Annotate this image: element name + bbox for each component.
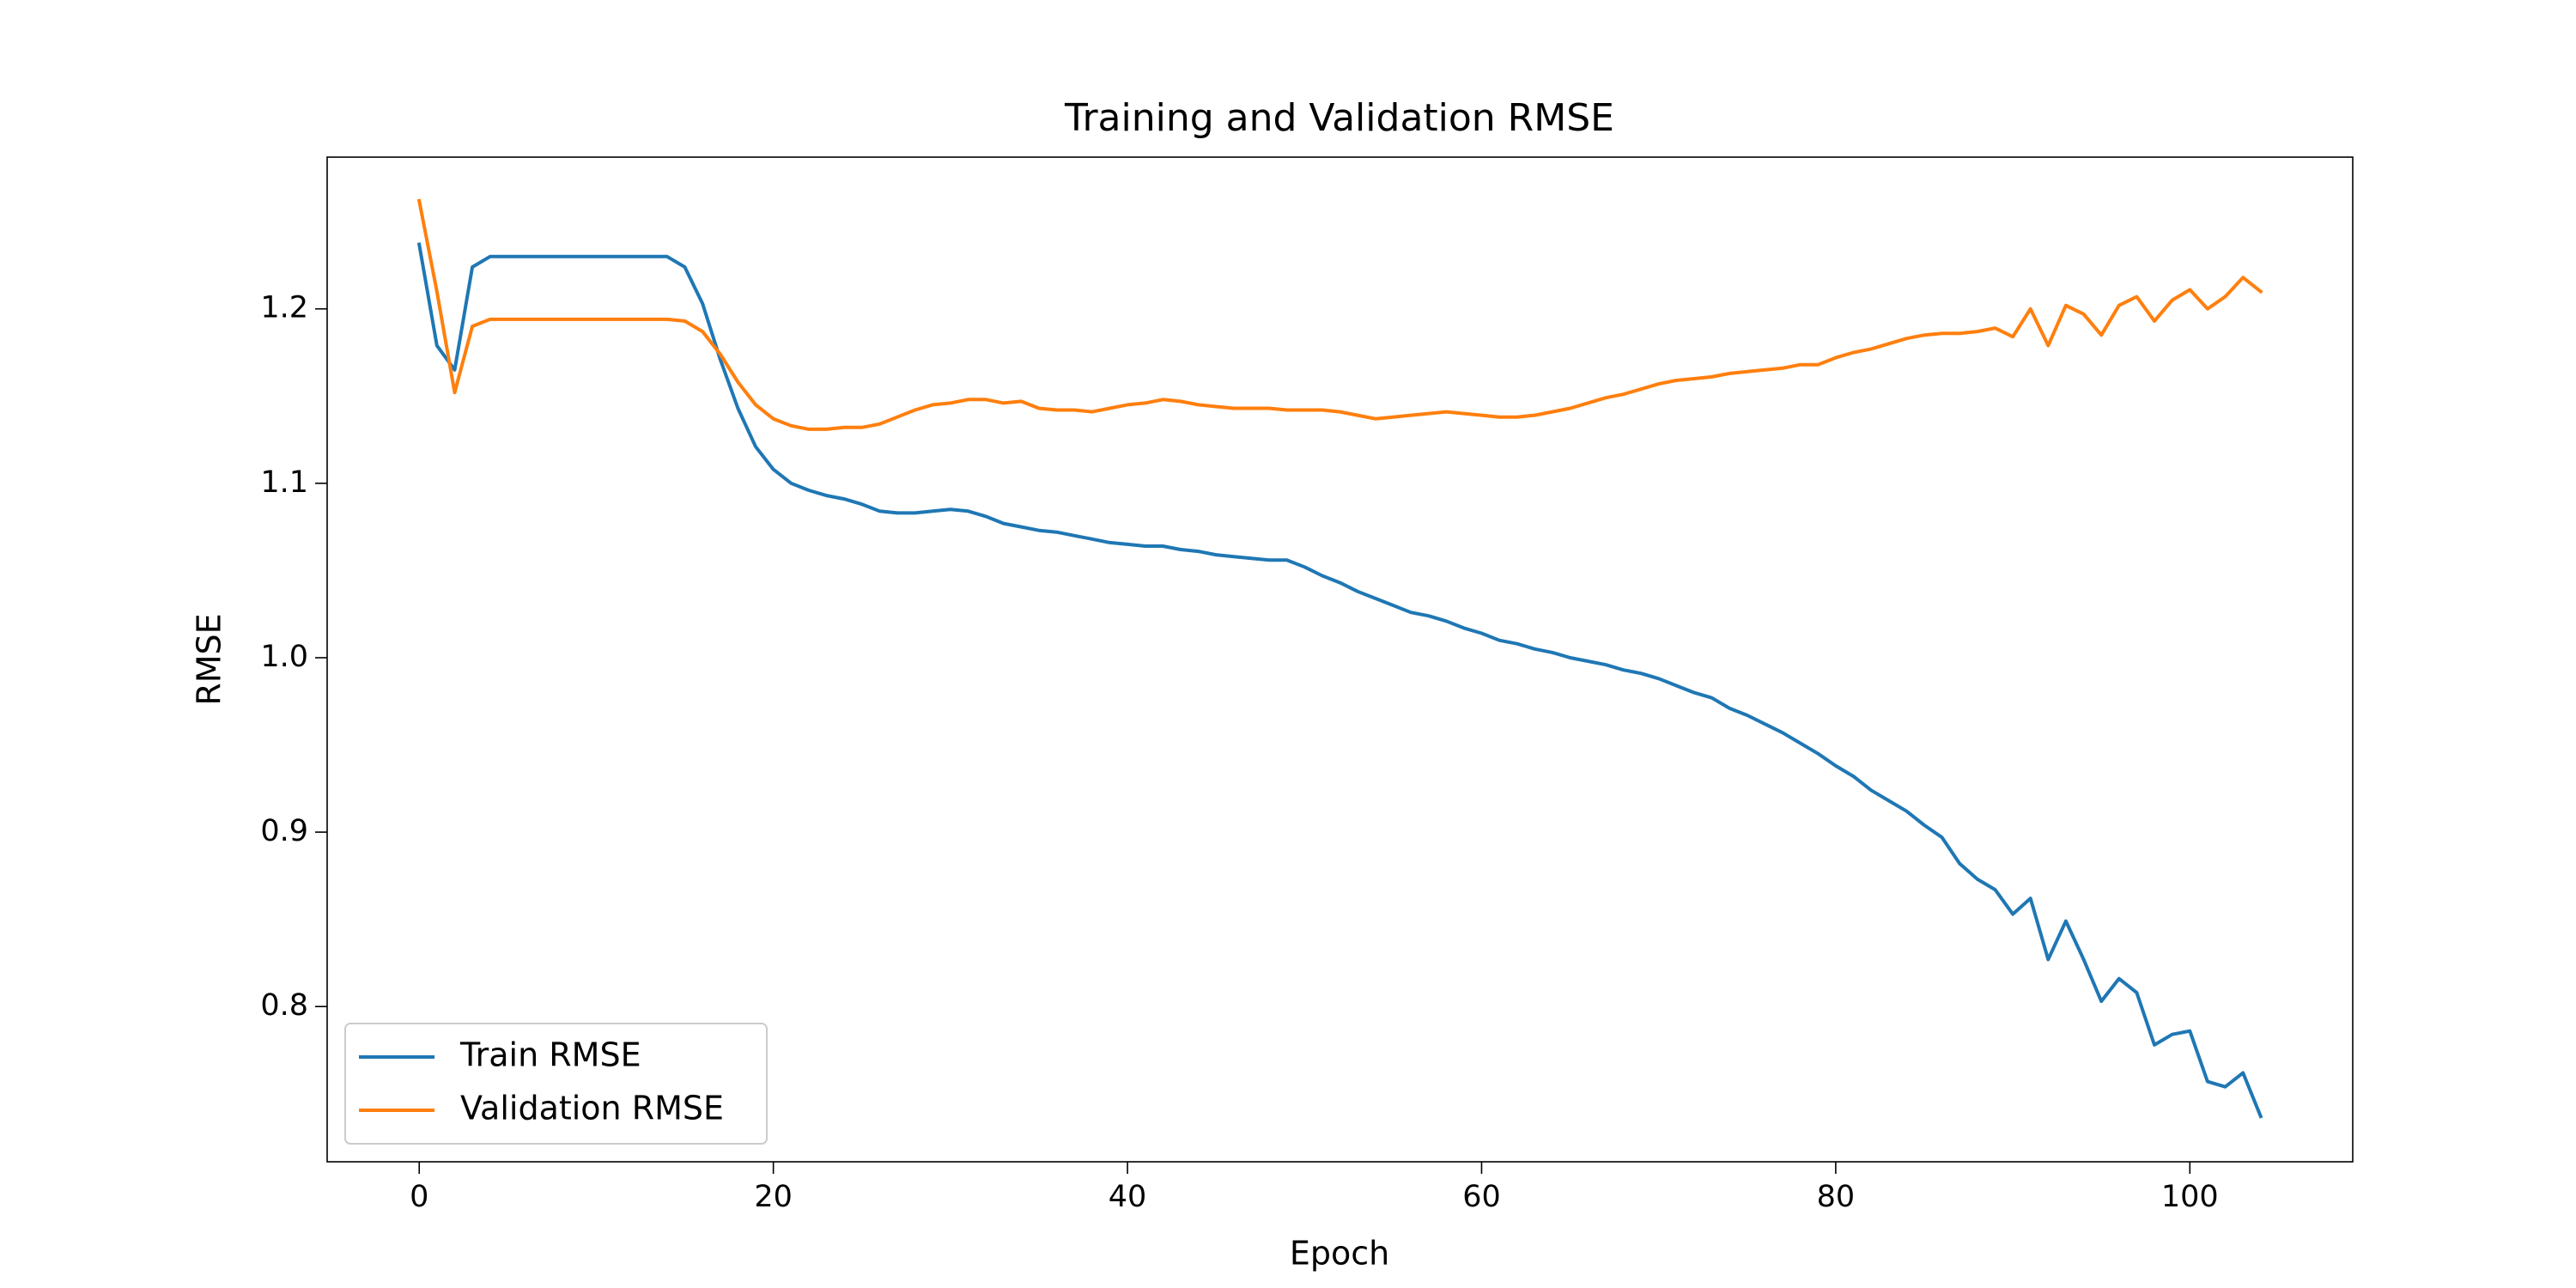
- series-line: [416, 198, 2263, 431]
- x-tick-label: 60: [1462, 1180, 1501, 1214]
- y-tick-label: 1.1: [260, 465, 308, 500]
- x-axis-label: Epoch: [1290, 1235, 1389, 1273]
- y-axis-label: RMSE: [191, 613, 228, 705]
- x-tick-label: 100: [2161, 1180, 2219, 1214]
- y-tick-label: 1.2: [260, 291, 308, 325]
- legend-label: Train RMSE: [459, 1036, 641, 1074]
- series-line: [416, 242, 2263, 1119]
- legend-label: Validation RMSE: [460, 1090, 724, 1127]
- x-tick-label: 80: [1817, 1180, 1856, 1214]
- plot-frame: [326, 156, 2354, 1163]
- x-tick-label: 0: [410, 1180, 428, 1214]
- y-tick-label: 0.9: [260, 814, 308, 848]
- x-tick-label: 40: [1109, 1180, 1147, 1214]
- y-tick-label: 0.8: [260, 988, 308, 1023]
- x-tick-label: 20: [754, 1180, 793, 1214]
- chart-title: Training and Validation RMSE: [1064, 96, 1614, 140]
- y-tick-label: 1.0: [260, 640, 308, 674]
- legend-box: [344, 1023, 768, 1145]
